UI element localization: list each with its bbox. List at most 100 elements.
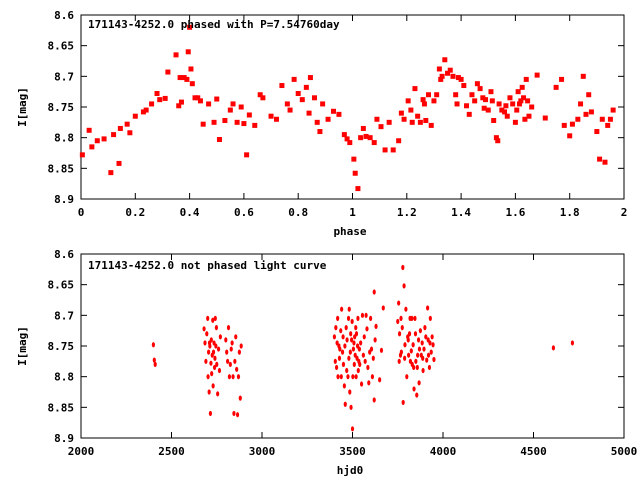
unphased-data-point	[416, 337, 421, 343]
phased-data-point	[279, 83, 285, 89]
phased-x-tick-label: 1.2	[397, 206, 417, 219]
phased-data-point	[355, 186, 361, 192]
phased-data-point	[515, 89, 521, 95]
unphased-data-point	[203, 340, 207, 346]
phased-data-point	[499, 107, 505, 113]
phased-data-point	[211, 119, 217, 125]
phased-data-point	[108, 170, 114, 176]
phased-data-point	[189, 81, 195, 87]
phased-data-point	[382, 147, 388, 153]
unphased-data-point	[418, 328, 422, 334]
phased-data-point	[317, 129, 323, 135]
phased-data-point	[132, 113, 138, 119]
unphased-data-point	[412, 386, 416, 392]
phased-data-point	[588, 109, 594, 115]
phased-data-point	[162, 95, 168, 101]
unphased-data-point	[417, 380, 421, 386]
unphased-data-point	[217, 367, 222, 374]
phased-data-point	[86, 127, 92, 133]
unphased-data-point	[209, 337, 213, 343]
unphased-data-point	[151, 342, 155, 348]
unphased-data-point	[334, 364, 339, 371]
phased-data-point	[453, 92, 459, 98]
unphased-data-point	[211, 383, 215, 389]
phased-chart-title: 171143-4252.0 phased with P=7.54760day	[88, 18, 340, 31]
phased-data-point	[483, 97, 489, 103]
phased-data-point	[143, 107, 149, 113]
unphased-data-point	[210, 371, 214, 377]
phased-data-point	[525, 98, 531, 104]
unphased-data-point	[235, 366, 239, 372]
phased-data-point	[307, 75, 313, 81]
phased-x-axis-label: phase	[333, 225, 366, 238]
unphased-data-point	[238, 395, 242, 401]
phased-data-point	[474, 81, 480, 87]
phased-data-point	[423, 117, 429, 123]
phased-data-point	[378, 124, 384, 130]
phased-data-point	[390, 147, 396, 153]
unphased-data-point	[213, 315, 217, 321]
unphased-x-tick-label: 3500	[339, 445, 366, 458]
phased-data-point	[426, 92, 432, 98]
unphased-data-point	[354, 374, 358, 380]
unphased-data-point	[334, 325, 338, 331]
unphased-data-point	[336, 315, 340, 321]
phased-data-point	[464, 103, 470, 109]
phased-data-point	[529, 104, 535, 110]
unphased-data-point	[337, 355, 342, 361]
phased-data-point	[567, 133, 573, 139]
phased-data-point	[214, 96, 220, 102]
unphased-data-point	[212, 364, 217, 371]
unphased-data-point	[206, 315, 210, 321]
phased-x-tick-label: 0	[78, 206, 85, 219]
unphased-data-point	[341, 361, 346, 367]
unphased-data-point	[404, 306, 408, 312]
unphased-data-point	[227, 374, 232, 380]
unphased-data-point	[414, 358, 418, 364]
unphased-data-point	[357, 346, 361, 352]
unphased-data-point	[407, 331, 412, 337]
phased-data-point	[485, 107, 491, 113]
phased-data-point	[507, 95, 513, 101]
phased-data-point	[344, 136, 350, 142]
phased-data-point	[176, 103, 182, 109]
phased-data-point	[438, 76, 444, 82]
phased-data-point	[428, 122, 434, 128]
phased-data-point	[519, 84, 525, 90]
unphased-data-point	[352, 340, 356, 346]
unphased-x-tick-label: 2500	[158, 445, 185, 458]
unphased-data-point	[207, 349, 211, 355]
phased-data-point	[398, 110, 404, 116]
phased-data-point	[241, 121, 247, 127]
phased-data-point	[260, 95, 266, 101]
unphased-data-point	[332, 334, 336, 340]
phased-data-point	[610, 107, 616, 113]
unphased-data-point	[218, 334, 222, 340]
phased-data-point	[230, 101, 236, 107]
unphased-data-point	[349, 337, 354, 343]
unphased-data-point	[359, 381, 364, 387]
unphased-data-point	[234, 334, 238, 340]
phased-data-point	[488, 89, 494, 95]
phased-data-point	[244, 152, 250, 158]
unphased-x-tick-label: 2000	[68, 445, 95, 458]
phased-y-tick-label: 8.65	[48, 40, 75, 53]
phased-data-point	[480, 95, 486, 101]
phased-x-tick-label: 0.4	[180, 206, 200, 219]
phased-data-point	[111, 132, 117, 138]
phased-data-point	[173, 52, 179, 58]
phased-data-point	[502, 109, 508, 115]
unphased-data-point	[430, 334, 434, 340]
unphased-y-tick-label: 8.85	[48, 401, 75, 414]
phased-plot-frame	[80, 14, 625, 200]
unphased-data-point	[339, 374, 343, 380]
unphased-data-point	[228, 361, 232, 367]
phased-data-point	[516, 101, 522, 107]
phased-data-point	[311, 95, 317, 101]
phased-data-point	[336, 111, 342, 117]
phased-data-point	[178, 99, 184, 105]
unphased-data-point	[204, 358, 208, 364]
unphased-data-point	[340, 306, 344, 312]
unphased-data-point	[397, 300, 401, 306]
phased-data-point	[514, 107, 520, 113]
